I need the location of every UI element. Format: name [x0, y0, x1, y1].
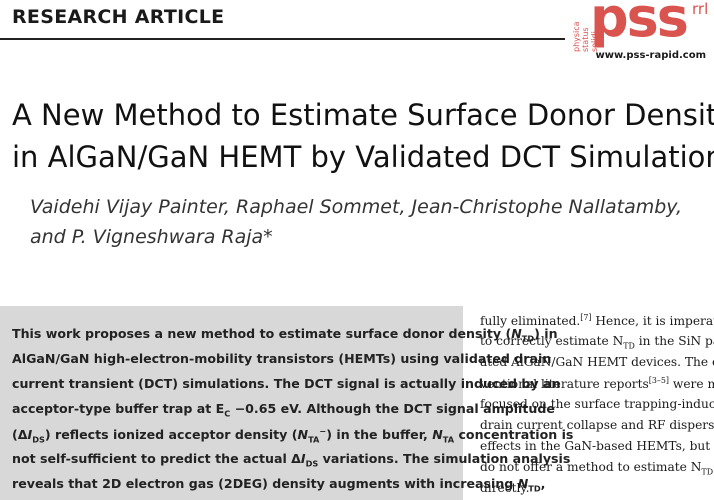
logo-sup: rrl — [692, 0, 709, 18]
abstract-box — [0, 306, 463, 500]
text-i: N — [511, 326, 522, 341]
body-line: fully eliminated.[7] Hence, it is impera… — [480, 313, 714, 329]
body-line: ventional literature reports[3–5] were m… — [480, 376, 714, 392]
text-sub: TD — [701, 467, 714, 477]
title-line: A New Method to Estimate Surface Donor D… — [12, 98, 714, 137]
text: in AlGaN/GaN HEMT by Validated DCT Simul… — [12, 140, 714, 174]
text-i: N — [297, 427, 309, 443]
text: in the SiN passiv- — [638, 334, 714, 348]
abstract-line: current transient (DCT) simulations. The… — [12, 376, 560, 391]
abstract-line: reveals that 2D electron gas (2DEG) dens… — [12, 476, 545, 494]
body-line: to correctly estimate NTD in the SiN pas… — [480, 334, 714, 351]
text: drain current collapse and RF dispersion — [480, 418, 714, 432]
text: (Δ — [12, 427, 28, 443]
text: directly. — [480, 481, 530, 495]
text-sup: [3–5] — [648, 376, 670, 385]
body-line: focused on the surface trapping-induced — [480, 397, 714, 411]
text: focused on the surface trapping-induced — [480, 397, 714, 411]
text-i: I — [27, 427, 33, 443]
text-sub: DS — [305, 458, 319, 469]
text: effects in the GaN-based HEMTs, but they — [480, 439, 714, 453]
text: current transient (DCT) simulations. The… — [12, 376, 561, 391]
text: not self-sufficient to predict the actua… — [12, 451, 301, 466]
text-sub: TD — [528, 483, 541, 494]
text-i: I — [300, 451, 306, 466]
text: Hence, it is imperative — [595, 314, 714, 329]
logo-word: physica — [572, 21, 581, 52]
text: AlGaN/GaN high-electron-mobility transis… — [12, 351, 552, 366]
text: ) reflects ionized acceptor density ( — [44, 427, 298, 443]
text-sup: [7] — [580, 313, 592, 322]
author-line: Vaidehi Vijay Painter, Raphael Sommet, J… — [30, 196, 682, 218]
text: Vaidehi Vijay Painter, Raphael Sommet, J… — [30, 196, 683, 218]
text: −0.65 eV. Although the DCT signal amplit… — [230, 401, 555, 416]
author-line: and P. Vigneshwara Raja* — [30, 226, 273, 248]
abstract-line: not self-sufficient to predict the actua… — [12, 451, 570, 469]
logo: pss — [590, 0, 689, 49]
abstract-line: AlGaN/GaN high-electron-mobility transis… — [12, 351, 551, 366]
text: ) in the buffer, — [326, 427, 433, 443]
text: ated AlGaN/GaN HEMT devices. The con- — [480, 355, 714, 369]
body-line: directly. — [480, 481, 706, 495]
text: fully eliminated. — [480, 314, 581, 329]
body-line: ated AlGaN/GaN HEMT devices. The con- — [480, 355, 714, 369]
abstract-line: (ΔIDS) reflects ionized acceptor density… — [12, 426, 573, 445]
text: do not offer a method to estimate N — [480, 460, 702, 474]
journal-url: www.pss-rapid.com — [595, 50, 706, 61]
text-sub: DS — [32, 434, 45, 445]
abstract-line: acceptor-type buffer trap at EC −0.65 eV… — [12, 401, 555, 419]
text: concentration is — [454, 427, 574, 443]
body-line: do not offer a method to estimate NTD — [480, 460, 713, 476]
text: reveals that 2D electron gas (2DEG) dens… — [12, 476, 518, 491]
body-line: effects in the GaN-based HEMTs, but they — [480, 439, 714, 453]
text-sub: TD — [623, 341, 635, 351]
text: A New Method to Estimate Surface Donor D… — [12, 98, 714, 132]
text: acceptor-type buffer trap at E — [12, 401, 225, 416]
logo-vertical: physica status solidi — [572, 2, 599, 52]
text-sub: TD — [521, 333, 535, 344]
text: , — [540, 476, 546, 491]
text: variations. The simulation analysis — [318, 451, 571, 466]
section-label: RESEARCH ARTICLE — [12, 6, 225, 28]
abstract-line: This work proposes a new method to estim… — [12, 326, 558, 344]
text: and P. Vigneshwara Raja* — [30, 226, 273, 248]
text-sup: − — [319, 426, 327, 436]
text-sub: TA — [308, 434, 320, 445]
text: ) in — [534, 326, 558, 341]
text: ventional literature reports — [480, 377, 649, 392]
text-i: N — [432, 427, 443, 443]
text-i: N — [517, 476, 529, 491]
text: were mainly — [672, 377, 714, 392]
header-rule — [0, 38, 565, 40]
title-line: in AlGaN/GaN HEMT by Validated DCT Simul… — [12, 140, 714, 174]
body-line: drain current collapse and RF dispersion — [480, 418, 714, 432]
text-sub: C — [224, 408, 231, 419]
logo-word: status — [581, 27, 590, 52]
text: This work proposes a new method to estim… — [12, 326, 512, 341]
text: to correctly estimate N — [480, 334, 624, 348]
text-sub: TA — [442, 434, 455, 445]
